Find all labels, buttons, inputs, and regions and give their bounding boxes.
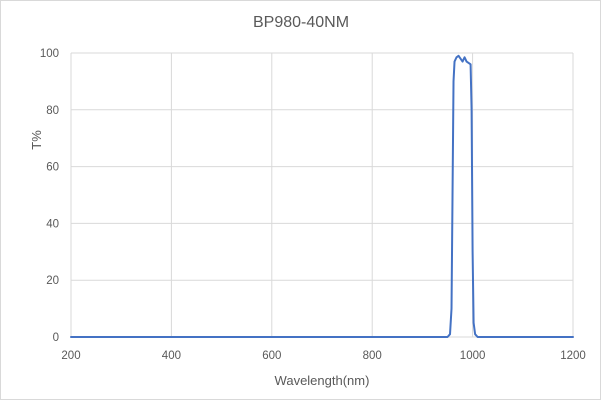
y-tick-label: 60 [46, 162, 59, 174]
x-tick-label: 1000 [460, 350, 486, 362]
y-axis-label: T% [29, 130, 44, 150]
tick-labels: 0 20 40 60 80 100 200 400 600 800 1000 1200 [40, 48, 586, 362]
x-tick-label: 1200 [560, 350, 586, 362]
y-tick-label: 80 [46, 105, 59, 117]
chart-title: BP980-40NM [253, 14, 349, 31]
y-tick-label: 100 [40, 48, 59, 60]
y-tick-label: 0 [53, 332, 59, 344]
x-tick-label: 400 [162, 350, 181, 362]
x-tick-label: 800 [363, 350, 382, 362]
gridlines [70, 52, 574, 338]
x-tick-label: 200 [61, 350, 80, 362]
series-line [70, 54, 574, 338]
y-tick-label: 20 [46, 275, 59, 287]
y-tick-label: 40 [46, 218, 59, 230]
x-tick-label: 600 [262, 350, 281, 362]
x-axis-label: Wavelength(nm) [275, 373, 370, 388]
plot-area [70, 54, 574, 338]
